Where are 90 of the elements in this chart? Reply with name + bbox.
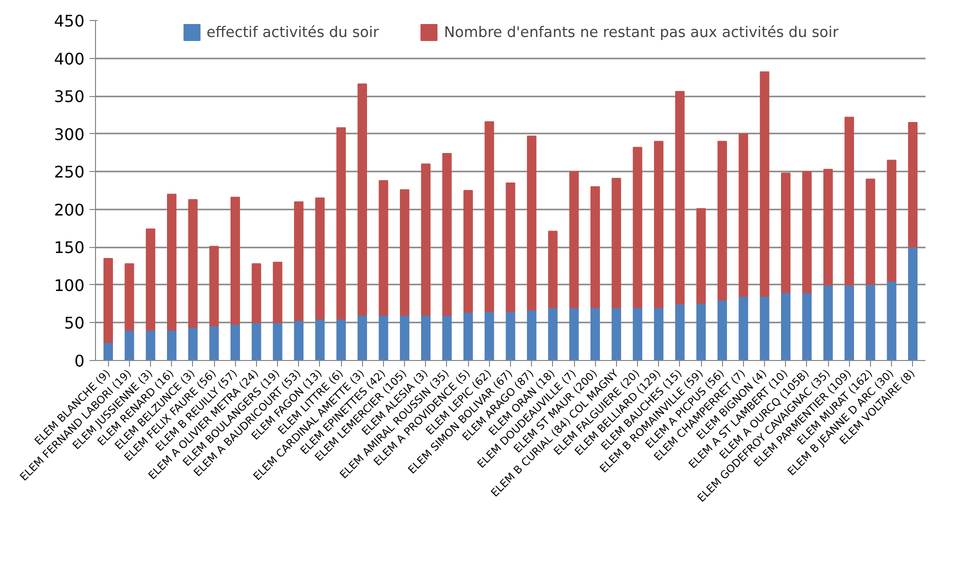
bar: [230, 324, 240, 360]
bar: [866, 284, 876, 360]
bar: [358, 314, 368, 360]
bar: [252, 263, 262, 324]
bar: [781, 172, 790, 293]
bar: [146, 228, 156, 331]
y-tick-label: 350: [54, 87, 85, 106]
bar: [294, 320, 304, 360]
bar: [569, 307, 579, 360]
bar: [908, 246, 918, 360]
bar: [463, 190, 473, 313]
bar: [124, 330, 134, 360]
bar: [209, 246, 219, 326]
y-tick-label: 400: [54, 49, 85, 68]
bar: [886, 160, 896, 282]
bar: [400, 189, 410, 316]
y-tick-label: 100: [54, 276, 85, 295]
bar: [654, 307, 664, 360]
bar: [315, 318, 325, 360]
bar: [781, 292, 790, 360]
bar: [188, 199, 198, 328]
bar: [844, 116, 854, 286]
bar: [188, 326, 198, 360]
bar: [506, 182, 516, 312]
bar: [400, 314, 410, 360]
bar: [230, 196, 240, 325]
bar: [315, 198, 325, 320]
legend-label: Nombre d'enfants ne restant pas aux activités du soir: [444, 24, 838, 40]
bar: [378, 180, 388, 316]
bar: [146, 330, 156, 360]
bar: [632, 146, 642, 308]
bar: [484, 121, 494, 312]
bar: [738, 296, 748, 360]
bar: [675, 91, 685, 304]
bar: [442, 152, 452, 316]
bar: [103, 258, 113, 343]
bar: [612, 178, 622, 308]
y-tick-label: 50: [64, 314, 84, 333]
bar: [823, 168, 833, 286]
bar: [272, 322, 282, 360]
bar: [696, 208, 706, 304]
bar: [378, 314, 388, 360]
bar: [675, 303, 685, 360]
bar: [358, 83, 368, 316]
bar: [272, 262, 282, 324]
bar: [612, 307, 622, 360]
bar: [463, 312, 473, 360]
y-tick-label: 250: [54, 162, 85, 182]
bar: [569, 171, 579, 308]
bar: [802, 292, 812, 360]
bar: [886, 280, 896, 360]
bar: [590, 186, 600, 308]
bar: [103, 342, 113, 360]
y-tick-label: 450: [54, 12, 85, 30]
bar: [166, 194, 176, 331]
bar: [506, 310, 516, 360]
bar: [718, 300, 727, 360]
bar: [823, 284, 833, 360]
bar: [336, 318, 346, 360]
y-tick-label: 0: [74, 352, 85, 370]
bar: [336, 127, 346, 320]
bar: [738, 133, 748, 297]
bar: [548, 230, 558, 308]
bar: [760, 71, 770, 297]
y-tick-label: 200: [54, 200, 85, 220]
bar: [654, 140, 664, 308]
bar: [866, 178, 876, 285]
bar: [526, 136, 536, 310]
bar: [526, 309, 536, 360]
bar: [802, 171, 812, 293]
bar: [548, 307, 558, 360]
bar: [696, 302, 706, 360]
bar: [209, 325, 219, 360]
bar: [124, 263, 134, 331]
bar: [166, 330, 176, 360]
bar: [484, 310, 494, 360]
bar: [908, 122, 918, 248]
legend-label: effectif activités du soir: [206, 24, 379, 40]
bar: [421, 314, 431, 360]
bar: [590, 307, 600, 360]
y-tick-label: 150: [54, 238, 85, 258]
bar: [760, 296, 770, 360]
y-tick-label: 300: [54, 124, 85, 144]
bar: [718, 140, 727, 301]
bar: [252, 322, 262, 360]
bar: [632, 307, 642, 360]
bar: [421, 164, 431, 316]
bar: [442, 314, 452, 360]
bar: [844, 284, 854, 360]
bar: [294, 201, 304, 321]
